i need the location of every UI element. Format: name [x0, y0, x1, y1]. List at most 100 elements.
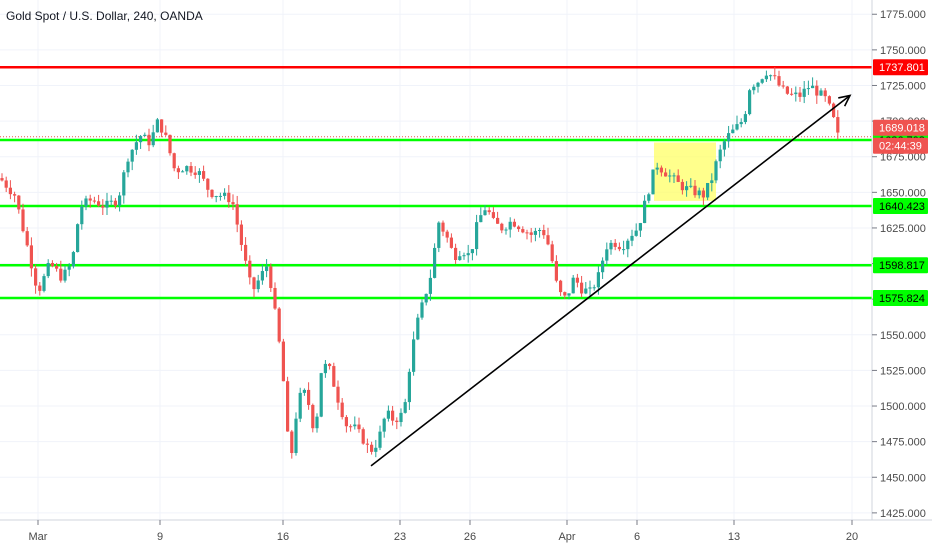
y-axis-panel[interactable] [872, 0, 932, 550]
candle-up [638, 223, 642, 231]
candle-down [546, 235, 550, 245]
candle-up [596, 272, 600, 288]
candle-down [269, 266, 273, 288]
price-badges: 1737.8011686.7081640.4231598.8171575.824… [873, 59, 928, 307]
candle-up [760, 79, 764, 83]
candle-up [424, 293, 428, 303]
candle-down [13, 194, 17, 196]
candle-down [4, 180, 8, 188]
candle-down [441, 222, 445, 232]
candle-down [454, 247, 458, 260]
chart-title: Gold Spot / U.S. Dollar, 240, OANDA [6, 9, 203, 23]
candle-up [697, 190, 701, 196]
candle-down [798, 92, 802, 97]
candle-up [437, 222, 441, 248]
candle-down [815, 85, 819, 96]
candle-down [244, 244, 248, 261]
candle-up [722, 141, 726, 150]
candle-up [605, 249, 609, 261]
candle-up [218, 195, 222, 197]
y-tick-label: 1525.000 [880, 365, 926, 377]
candle-down [239, 224, 243, 245]
support-price-label-bg [873, 257, 928, 274]
candle-up [748, 90, 752, 115]
candle-up [769, 75, 773, 77]
x-tick-label: 6 [634, 531, 640, 543]
candle-up [756, 82, 760, 87]
candle-down [311, 404, 315, 429]
candle-down [202, 171, 206, 179]
candle-up [588, 287, 592, 289]
bar-countdown-label: 02:44:39 [879, 141, 922, 153]
candle-down [391, 410, 395, 421]
candle-down [521, 229, 525, 233]
trendline-layer [370, 94, 852, 467]
candle-down [17, 195, 21, 210]
x-tick-label: Mar [29, 531, 48, 543]
candle-down [290, 431, 294, 454]
candle-up [63, 269, 67, 281]
candle-up [643, 200, 647, 224]
candle-down [8, 187, 12, 195]
resistance-price-label: 1737.801 [879, 62, 925, 74]
candle-up [479, 215, 483, 223]
candle-down [168, 134, 172, 154]
y-tick-label: 1550.000 [880, 330, 926, 342]
candle-up [122, 172, 126, 196]
candle-up [483, 210, 487, 216]
candle-down [101, 205, 105, 208]
x-axis[interactable]: Mar 9 16 23 26 Apr 6 13 20 [29, 520, 859, 543]
candle-up [466, 253, 470, 256]
candle-up [739, 122, 743, 125]
candle-up [139, 136, 143, 143]
candle-down [680, 181, 684, 191]
candle-down [395, 420, 399, 423]
candle-up [407, 371, 411, 403]
candle-up [647, 194, 651, 201]
candle-down [92, 200, 96, 202]
candle-up [214, 196, 218, 198]
candle-up [626, 240, 630, 250]
candle-down [0, 178, 4, 181]
candle-down [164, 132, 168, 135]
candle-down [773, 75, 777, 77]
candle-up [806, 88, 810, 90]
candle-up [260, 271, 264, 281]
candle-up [714, 161, 718, 181]
support-price-label: 1575.824 [879, 293, 925, 305]
candle-down [206, 178, 210, 190]
support-price-label: 1640.423 [879, 201, 925, 213]
candle-up [685, 186, 689, 191]
candle-up [802, 88, 806, 97]
candle-up [256, 280, 260, 290]
candle-down [55, 265, 59, 269]
candle-down [563, 292, 567, 296]
y-tick-label: 1750.000 [880, 45, 926, 57]
candle-up [710, 180, 714, 183]
candle-up [67, 266, 71, 270]
candle-up [416, 317, 420, 340]
candle-down [525, 232, 529, 234]
candles [0, 67, 840, 459]
candle-down [344, 417, 348, 427]
candle-down [832, 103, 836, 118]
y-tick-label: 1675.000 [880, 152, 926, 164]
candle-up [584, 288, 588, 294]
candle-up [420, 302, 424, 318]
candle-down [701, 190, 705, 198]
y-tick-label: 1500.000 [880, 401, 926, 413]
y-tick-label: 1450.000 [880, 472, 926, 484]
candle-down [332, 366, 336, 387]
highlight-box [654, 142, 716, 201]
candle-down [357, 424, 361, 430]
candle-down [21, 209, 25, 232]
y-tick-label: 1625.000 [880, 223, 926, 235]
trendline [370, 94, 851, 467]
candle-down [172, 153, 176, 169]
candle-up [323, 363, 327, 374]
candle-down [307, 389, 311, 405]
candle-up [46, 262, 50, 277]
candle-up [655, 167, 659, 170]
candle-down [617, 246, 621, 250]
